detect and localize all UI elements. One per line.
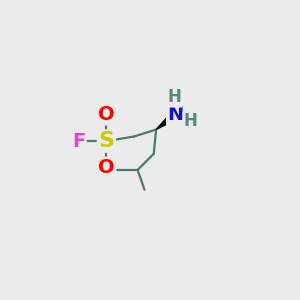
Polygon shape [156,111,178,130]
Text: F: F [72,132,85,151]
Text: S: S [98,131,114,151]
Text: O: O [98,158,115,177]
Text: O: O [98,105,115,124]
Text: N: N [168,105,184,124]
Text: H: H [167,88,181,106]
Text: H: H [184,112,198,130]
